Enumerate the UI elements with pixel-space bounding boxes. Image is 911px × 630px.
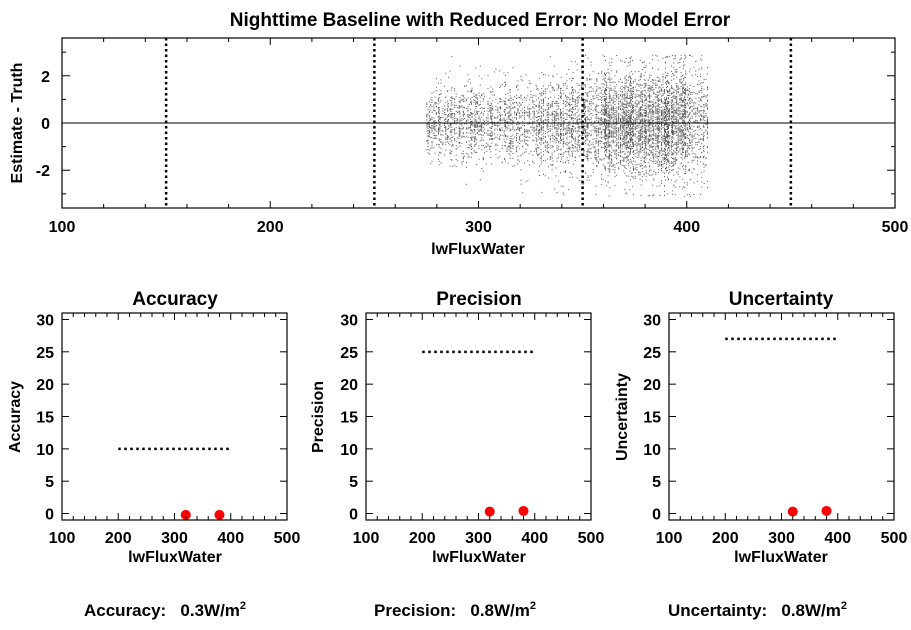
precision-x-tick-label: 100 [353,530,380,547]
accuracy-x-tick-label: 400 [217,530,244,547]
accuracy-y-tick-label: 15 [36,410,54,427]
top-x-tick-label: 200 [257,219,284,236]
top-x-axis-label: lwFluxWater [431,241,525,258]
accuracy-ticks: 100 200 300 400 500 0 5 10 15 20 25 30 [36,312,300,547]
accuracy-y-tick-label: 25 [36,345,54,362]
precision-summary-value: 0.8W/m [470,601,530,620]
uncertainty-point [787,506,798,517]
accuracy-y-axis-label: Accuracy [7,381,24,453]
accuracy-points [180,509,225,520]
top-x-tick-label: 500 [882,219,909,236]
uncertainty-y-tick-label: 30 [643,312,661,329]
accuracy-x-tick-label: 300 [161,530,188,547]
accuracy-panel: Accuracy 100 200 300 400 500 0 5 10 15 20 25 30 lwF… [7,289,300,566]
top-scatter-points [426,54,708,198]
precision-unit-exponent: 2 [529,600,537,612]
accuracy-x-axis-label: lwFluxWater [128,549,222,566]
uncertainty-point [821,505,832,516]
top-y-axis-label: Estimate - Truth [9,63,26,184]
accuracy-x-tick-label: 100 [49,530,76,547]
uncertainty-y-tick-label: 20 [643,377,661,394]
precision-y-axis-label: Precision [310,381,327,453]
accuracy-point [180,509,191,520]
uncertainty-y-axis-label: Uncertainty [614,373,631,461]
precision-summary-label: Precision: [374,601,457,620]
accuracy-summary-label: Accuracy: [84,601,167,620]
uncertainty-unit-exponent: 2 [840,600,848,612]
precision-points [484,505,529,517]
accuracy-y-tick-label: 30 [36,312,54,329]
precision-point [518,505,529,516]
uncertainty-points [787,505,832,517]
accuracy-plot-frame [61,312,288,521]
top-ticks: 100 200 300 400 500 -2 0 2 [36,38,909,236]
uncertainty-summary-value: 0.8W/m [781,601,841,620]
uncertainty-summary-label: Uncertainty: [668,601,768,620]
top-x-tick-label: 400 [673,219,700,236]
top-y-tick-label: -2 [36,163,50,180]
precision-point [484,506,495,517]
accuracy-summary-value: 0.3W/m [180,601,240,620]
uncertainty-summary: Uncertainty: 0.8W/m2 [668,600,847,621]
precision-x-tick-label: 400 [521,530,548,547]
uncertainty-x-tick-label: 400 [824,530,851,547]
accuracy-y-tick-label: 10 [36,442,54,459]
precision-title: Precision [436,289,522,310]
precision-plot-frame [365,312,592,521]
precision-y-tick-label: 25 [340,345,358,362]
accuracy-x-tick-label: 200 [105,530,132,547]
uncertainty-x-tick-label: 100 [656,530,683,547]
top-scatter-cloud [426,54,708,198]
precision-summary: Precision: 0.8W/m2 [374,600,536,621]
precision-y-tick-label: 5 [349,474,358,491]
uncertainty-x-tick-label: 500 [881,530,908,547]
accuracy-summary: Accuracy: 0.3W/m2 [84,600,246,621]
uncertainty-plot-frame [668,312,895,521]
top-x-tick-label: 300 [465,219,492,236]
accuracy-point [214,509,225,520]
accuracy-y-tick-label: 20 [36,377,54,394]
accuracy-y-tick-label: 5 [45,474,54,491]
precision-x-tick-label: 200 [409,530,436,547]
precision-x-tick-label: 300 [465,530,492,547]
uncertainty-x-tick-label: 300 [768,530,795,547]
uncertainty-y-tick-label: 5 [652,474,661,491]
precision-y-tick-label: 0 [349,507,358,524]
top-panel: Nighttime Baseline with Reduced Error: N… [9,10,908,258]
uncertainty-y-tick-label: 0 [652,507,661,524]
precision-x-axis-label: lwFluxWater [432,549,526,566]
uncertainty-x-tick-label: 200 [712,530,739,547]
uncertainty-y-tick-label: 10 [643,442,661,459]
top-y-tick-label: 2 [41,69,50,86]
uncertainty-y-tick-label: 25 [643,345,661,362]
top-title: Nighttime Baseline with Reduced Error: N… [230,10,731,31]
precision-ticks: 100 200 300 400 500 0 5 10 15 20 25 30 [340,312,604,547]
precision-y-tick-label: 10 [340,442,358,459]
uncertainty-title: Uncertainty [729,289,834,310]
uncertainty-ticks: 100 200 300 400 500 0 5 10 15 20 25 30 [643,312,907,547]
uncertainty-x-axis-label: lwFluxWater [734,549,828,566]
top-y-tick-label: 0 [41,116,50,133]
precision-y-tick-label: 15 [340,410,358,427]
accuracy-unit-exponent: 2 [239,600,247,612]
top-reference-lines [62,38,895,208]
accuracy-title: Accuracy [132,289,218,310]
precision-y-tick-label: 20 [340,377,358,394]
top-x-tick-label: 100 [49,219,76,236]
precision-panel: Precision 100 200 300 400 500 0 5 10 15 20 25 30 lw… [310,289,604,566]
accuracy-y-tick-label: 0 [45,507,54,524]
precision-y-tick-label: 30 [340,312,358,329]
accuracy-x-tick-label: 500 [274,530,301,547]
precision-x-tick-label: 500 [578,530,605,547]
uncertainty-panel: Uncertainty 100 200 300 400 500051015202530 … [614,289,907,566]
uncertainty-y-tick-label: 15 [643,410,661,427]
